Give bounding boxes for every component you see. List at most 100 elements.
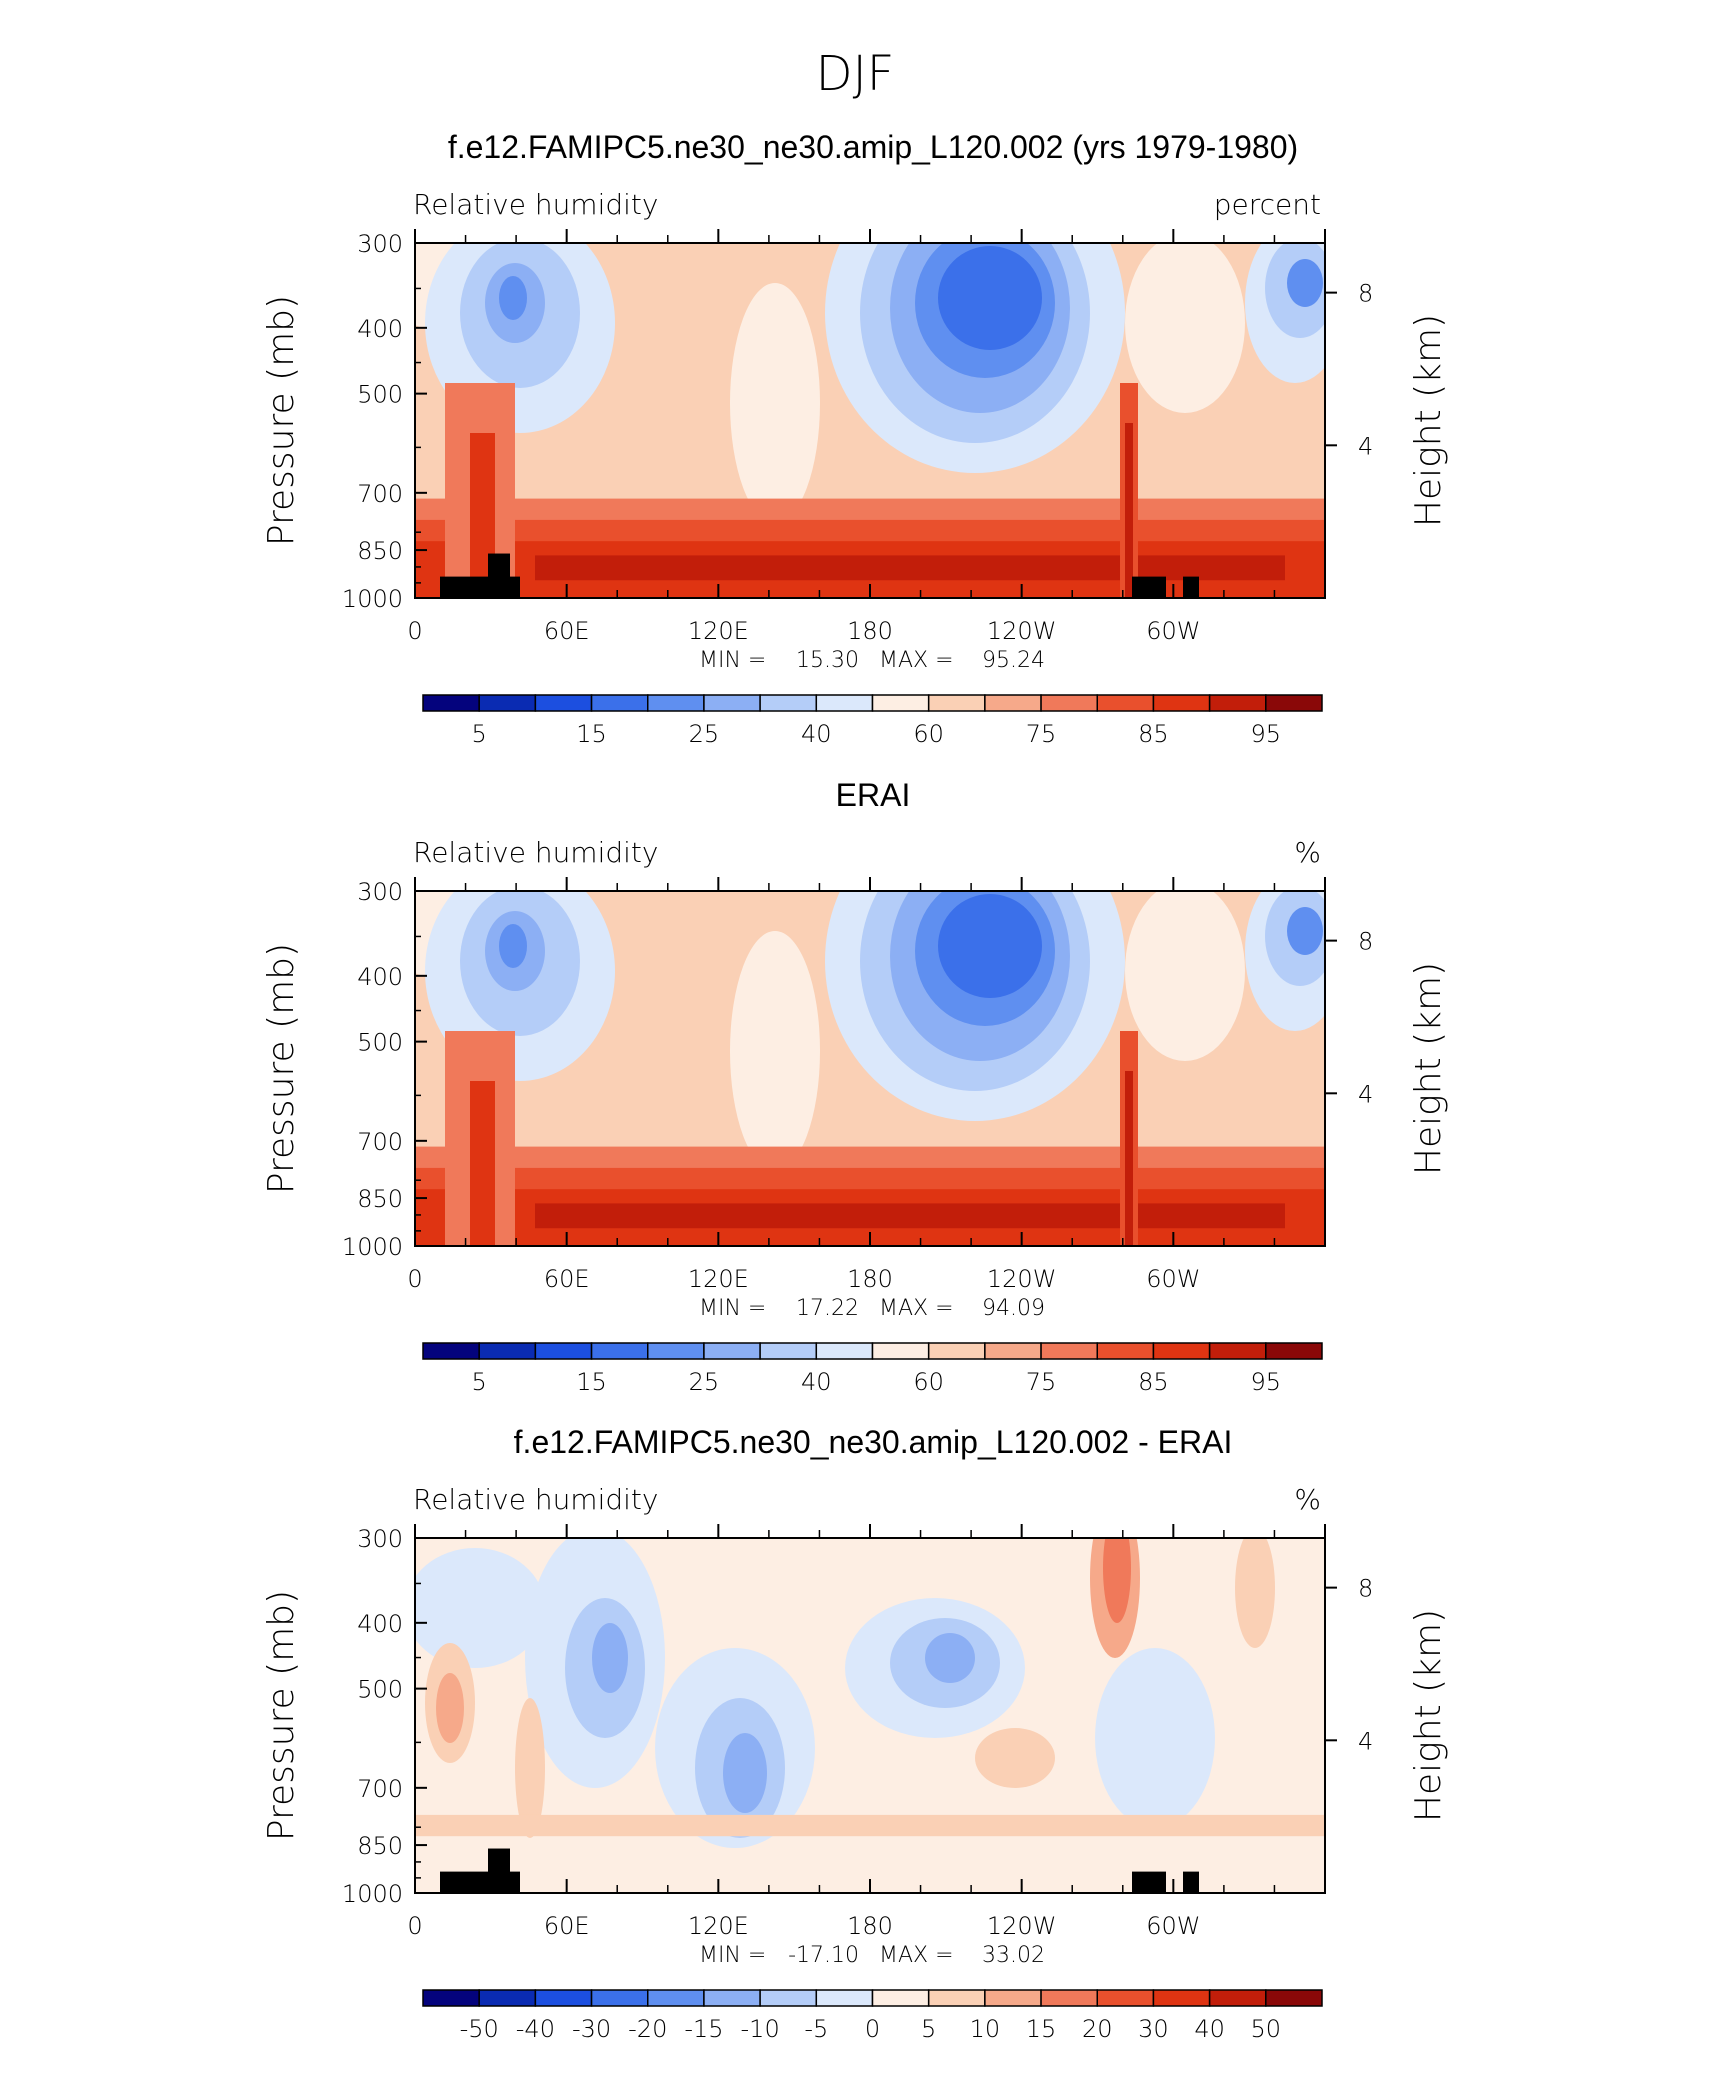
colorbar-label: 10 bbox=[970, 2015, 1001, 2043]
contour-region bbox=[1095, 1648, 1215, 1828]
colorbar-swatch bbox=[871, 1989, 930, 2007]
x-tick-label: 60E bbox=[544, 1912, 590, 1940]
y-tick-label: 300 bbox=[357, 878, 403, 906]
y-tick-label: 850 bbox=[357, 537, 403, 565]
colorbar-swatch bbox=[927, 1989, 986, 2007]
land-mask bbox=[1132, 1871, 1166, 1893]
y-axis-title: Pressure (mb) bbox=[261, 295, 302, 546]
colorbar-swatch bbox=[590, 1342, 649, 1360]
colorbar-label: -30 bbox=[572, 2015, 611, 2043]
colorbar-label: 5 bbox=[921, 2015, 936, 2043]
colorbar: 5 15 25 40 60 75 85 95 bbox=[422, 694, 1323, 748]
colorbar-swatch bbox=[703, 694, 761, 712]
colorbar-label: 40 bbox=[801, 720, 832, 748]
colorbar-swatch bbox=[422, 694, 480, 712]
min-value: 15.30 bbox=[796, 648, 859, 673]
colorbar-swatch bbox=[590, 694, 649, 712]
variable-label: Relative humidity bbox=[413, 836, 658, 869]
colorbar-swatch bbox=[422, 1342, 480, 1360]
contour-band bbox=[470, 1081, 495, 1246]
y-right-tick-label: 4 bbox=[1358, 1080, 1373, 1108]
colorbar-swatch bbox=[534, 1342, 593, 1360]
x-tick-label: 120W bbox=[987, 1912, 1057, 1940]
y-tick-label: 500 bbox=[357, 1676, 403, 1704]
colorbar-swatch bbox=[1208, 1989, 1267, 2007]
y-tick-label: 500 bbox=[357, 1029, 403, 1057]
panel-title: f.e12.FAMIPC5.ne30_ne30.amip_L120.002 (y… bbox=[448, 129, 1298, 165]
colorbar-swatch bbox=[984, 1342, 1042, 1360]
colorbar-label: 20 bbox=[1082, 2015, 1113, 2043]
y-axis-title: Pressure (mb) bbox=[261, 943, 302, 1194]
contour-region bbox=[1103, 1538, 1131, 1623]
colorbar-swatch bbox=[534, 694, 593, 712]
colorbar-swatch bbox=[1208, 694, 1267, 712]
colorbar-swatch bbox=[1152, 1989, 1211, 2007]
panel-3: f.e12.FAMIPC5.ne30_ne30.amip_L120.002 - … bbox=[261, 1424, 1449, 2043]
contour-region bbox=[925, 1633, 975, 1683]
units-label: % bbox=[1294, 836, 1321, 869]
land-mask bbox=[488, 553, 510, 598]
units-label: % bbox=[1294, 1483, 1321, 1516]
colorbar-label: -40 bbox=[516, 2015, 555, 2043]
colorbar-swatch bbox=[1208, 1342, 1267, 1360]
contour-region bbox=[938, 246, 1042, 350]
y-right-tick-label: 8 bbox=[1358, 928, 1373, 956]
x-tick-label: 180 bbox=[847, 1912, 893, 1940]
colorbar-label: -15 bbox=[684, 2015, 723, 2043]
colorbar-swatch bbox=[1040, 1989, 1098, 2007]
colorbar-swatch bbox=[1096, 694, 1155, 712]
contour-band bbox=[535, 1203, 1285, 1229]
x-tick-label: 60E bbox=[544, 617, 590, 645]
colorbar-label: -50 bbox=[460, 2015, 499, 2043]
colorbar-label: 85 bbox=[1138, 720, 1169, 748]
colorbar-label: 40 bbox=[801, 1368, 832, 1396]
contour-region bbox=[1235, 1538, 1275, 1648]
colorbar-swatch bbox=[1096, 1989, 1155, 2007]
colorbar-label: 5 bbox=[472, 1368, 487, 1396]
colorbar-label: 40 bbox=[1194, 2015, 1225, 2043]
contour-region bbox=[515, 1698, 545, 1838]
max-value: 33.02 bbox=[982, 1943, 1045, 1968]
colorbar-swatch bbox=[927, 1342, 986, 1360]
colorbar-swatch bbox=[1265, 1989, 1323, 2007]
land-mask bbox=[1132, 576, 1166, 598]
topography-mask bbox=[440, 1848, 1199, 1893]
colorbar-label: 0 bbox=[865, 2015, 880, 2043]
y-tick-label: 400 bbox=[357, 1610, 403, 1638]
colorbar-swatch bbox=[815, 694, 874, 712]
colorbar-swatch bbox=[1152, 1342, 1211, 1360]
colorbar-swatch bbox=[1040, 694, 1098, 712]
colorbar-label: 15 bbox=[1026, 2015, 1057, 2043]
x-tick-label: 60W bbox=[1146, 1912, 1200, 1940]
contour-region bbox=[1125, 891, 1245, 1061]
variable-label: Relative humidity bbox=[413, 1483, 658, 1516]
colorbar-label: 60 bbox=[913, 720, 944, 748]
contour-region bbox=[592, 1623, 628, 1693]
y-right-tick-label: 4 bbox=[1358, 432, 1373, 460]
colorbar-swatch bbox=[759, 1989, 818, 2007]
x-tick-label: 0 bbox=[407, 1265, 422, 1293]
figure-title: DJF bbox=[816, 46, 895, 102]
contour-region bbox=[499, 924, 527, 968]
contour-band bbox=[1125, 423, 1133, 598]
colorbar-swatch bbox=[478, 1989, 537, 2007]
panel-1: f.e12.FAMIPC5.ne30_ne30.amip_L120.002 (y… bbox=[261, 129, 1449, 748]
contour-band bbox=[535, 555, 1285, 581]
colorbar-swatch bbox=[1265, 694, 1323, 712]
contour-region bbox=[1287, 907, 1323, 955]
contour-region bbox=[975, 1728, 1055, 1788]
units-label: percent bbox=[1214, 188, 1321, 221]
y-axis-title: Pressure (mb) bbox=[261, 1590, 302, 1841]
x-tick-label: 0 bbox=[407, 1912, 422, 1940]
variable-label: Relative humidity bbox=[413, 188, 658, 221]
colorbar-swatch bbox=[478, 694, 537, 712]
x-tick-label: 120E bbox=[688, 1912, 749, 1940]
colorbar: -50 -40 -30 -20 -15 -10 -5 0 5 10 15 20 30 40 50 bbox=[422, 1989, 1323, 2043]
land-mask bbox=[1183, 576, 1199, 598]
y-tick-label: 400 bbox=[357, 963, 403, 991]
colorbar-swatch bbox=[815, 1989, 874, 2007]
colorbar-label: 60 bbox=[913, 1368, 944, 1396]
colorbar-swatch bbox=[478, 1342, 537, 1360]
topography-mask bbox=[440, 553, 1199, 598]
colorbar-swatch bbox=[1152, 694, 1211, 712]
